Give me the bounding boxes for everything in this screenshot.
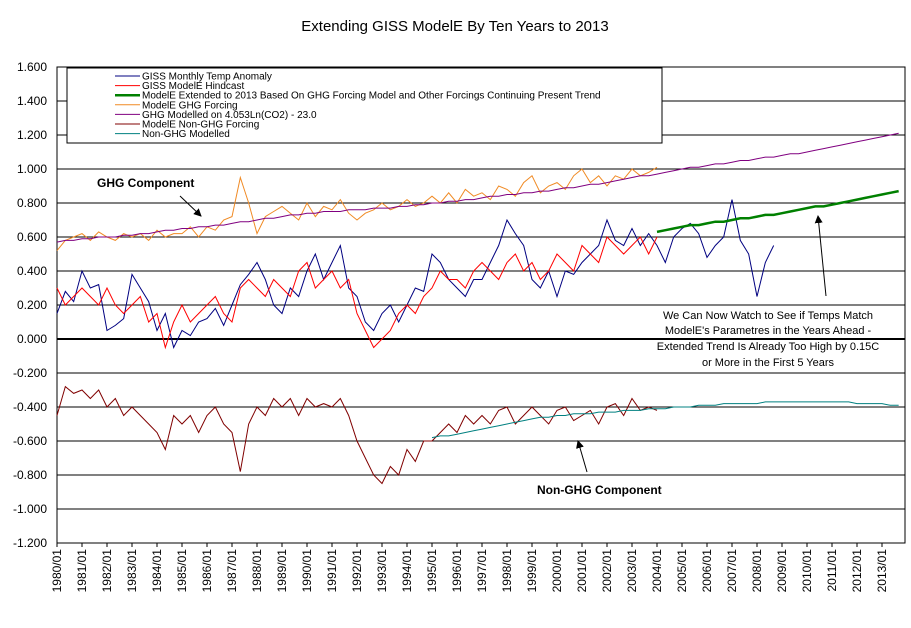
x-tick-label: 1988/01 xyxy=(250,549,264,593)
annotation: We Can Now Watch to See if Temps Match xyxy=(663,310,873,322)
x-tick-label: 1991/01 xyxy=(325,549,339,593)
arrow xyxy=(814,215,827,297)
annotation: Non-GHG Component xyxy=(537,483,662,497)
y-tick-label: 0.200 xyxy=(17,298,47,312)
x-tick-label: 1998/01 xyxy=(500,549,514,593)
x-tick-label: 2004/01 xyxy=(650,549,664,593)
legend-label: ModelE Extended to 2013 Based On GHG For… xyxy=(142,91,601,102)
legend-label: ModelE GHG Forcing xyxy=(142,100,238,111)
annotation: Extended Trend Is Already Too High by 0.… xyxy=(657,341,879,353)
y-tick-label: 0.800 xyxy=(17,196,47,210)
x-tick-label: 2009/01 xyxy=(775,549,789,593)
x-tick-label: 1993/01 xyxy=(375,549,389,593)
x-tick-label: 1983/01 xyxy=(125,549,139,593)
y-tick-label: -0.800 xyxy=(13,468,47,482)
legend-label: Non-GHG Modelled xyxy=(142,129,230,140)
x-tick-label: 2005/01 xyxy=(675,549,689,593)
x-tick-label: 2001/01 xyxy=(575,549,589,593)
arrow xyxy=(576,440,588,473)
x-tick-label: 2000/01 xyxy=(550,549,564,593)
x-tick-label: 2007/01 xyxy=(725,549,739,593)
x-tick-label: 1997/01 xyxy=(475,549,489,593)
legend-label: GISS ModelE Hindcast xyxy=(142,81,244,92)
x-tick-label: 1980/01 xyxy=(50,549,64,593)
x-tick-label: 1992/01 xyxy=(350,549,364,593)
annotation: ModelE's Parametres in the Years Ahead - xyxy=(665,325,872,337)
legend xyxy=(66,67,663,144)
annotation: GHG Component xyxy=(97,176,194,190)
x-tick-label: 1996/01 xyxy=(450,549,464,593)
x-tick-label: 2003/01 xyxy=(625,549,639,593)
x-tick-label: 1987/01 xyxy=(225,549,239,593)
y-tick-label: 1.400 xyxy=(17,94,47,108)
y-tick-label: -1.000 xyxy=(13,502,47,516)
x-tick-label: 2013/01 xyxy=(875,549,889,593)
x-tick-label: 2011/01 xyxy=(825,549,839,592)
annotation: or More in the First 5 Years xyxy=(702,357,835,369)
legend-label: GHG Modelled on 4.053Ln(CO2) - 23.0 xyxy=(142,110,317,121)
legend-label: ModelE Non-GHG Forcing xyxy=(142,120,259,131)
x-tick-label: 1982/01 xyxy=(100,549,114,593)
y-tick-label: -0.200 xyxy=(13,366,47,380)
series-line xyxy=(656,189,899,234)
x-tick-label: 1986/01 xyxy=(200,549,214,593)
x-tick-label: 1990/01 xyxy=(300,549,314,593)
x-tick-label: 2010/01 xyxy=(800,549,814,593)
y-tick-label: 1.600 xyxy=(17,60,47,74)
chart-title: Extending GISS ModelE By Ten Years to 20… xyxy=(301,18,608,35)
x-tick-label: 2006/01 xyxy=(700,549,714,593)
series-line xyxy=(56,166,658,251)
arrow xyxy=(179,195,202,217)
x-tick-label: 1985/01 xyxy=(175,549,189,593)
series-line xyxy=(56,236,658,350)
x-tick-label: 2002/01 xyxy=(600,549,614,593)
legend-label: GISS Monthly Temp Anomaly xyxy=(142,72,272,83)
y-tick-label: 1.200 xyxy=(17,128,47,142)
y-tick-label: -0.600 xyxy=(13,434,47,448)
x-tick-label: 1984/01 xyxy=(150,549,164,593)
y-tick-label: 1.000 xyxy=(17,162,47,176)
y-tick-label: -0.400 xyxy=(13,400,47,414)
x-tick-label: 1989/01 xyxy=(275,549,289,593)
y-tick-label: -1.200 xyxy=(13,536,47,550)
x-tick-label: 2012/01 xyxy=(850,549,864,593)
y-tick-label: 0.000 xyxy=(17,332,47,346)
x-tick-label: 1994/01 xyxy=(400,549,414,593)
x-tick-label: 1981/01 xyxy=(75,549,89,593)
x-tick-label: 2008/01 xyxy=(750,549,764,593)
x-tick-label: 1995/01 xyxy=(425,549,439,593)
x-tick-label: 1999/01 xyxy=(525,549,539,593)
y-tick-label: 0.600 xyxy=(17,230,47,244)
y-tick-label: 0.400 xyxy=(17,264,47,278)
series-line xyxy=(56,385,658,485)
series-line xyxy=(431,401,899,439)
series-line xyxy=(56,132,899,243)
